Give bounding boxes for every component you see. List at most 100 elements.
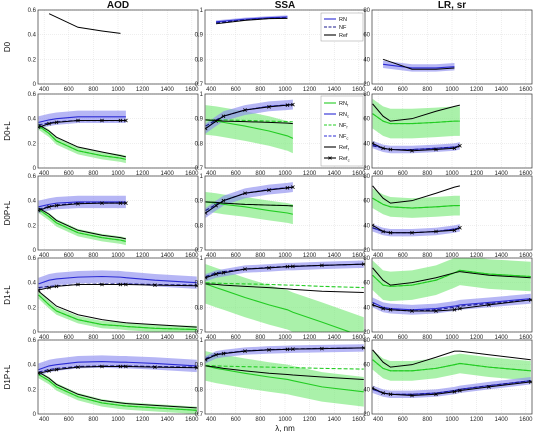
x-tick-label: 1600 bbox=[519, 253, 533, 259]
data-point-marker bbox=[153, 365, 157, 370]
x-tick-label: 1000 bbox=[445, 335, 459, 341]
panel-frame bbox=[37, 93, 199, 169]
column-title: AOD bbox=[107, 0, 129, 11]
x-tick-label: 400 bbox=[206, 417, 217, 423]
legend-label-sub: c bbox=[346, 136, 348, 141]
x-tick-label: 1200 bbox=[136, 417, 150, 423]
plot-area bbox=[382, 58, 455, 72]
y-tick-label: 60 bbox=[363, 199, 370, 205]
y-tick-label: 80 bbox=[363, 8, 370, 14]
plot-area bbox=[372, 98, 462, 154]
data-point-marker bbox=[54, 367, 59, 372]
row-label: D0 bbox=[3, 41, 12, 52]
y-tick-label: 0.9 bbox=[195, 117, 204, 123]
data-point-marker bbox=[243, 349, 247, 353]
uncertainty-band-rn-f bbox=[38, 122, 126, 164]
x-tick-label: 1400 bbox=[495, 253, 509, 259]
x-tick-label: 1000 bbox=[445, 87, 459, 93]
x-tick-label: 1600 bbox=[519, 171, 533, 177]
plot-area bbox=[205, 182, 295, 225]
data-point-marker bbox=[372, 141, 375, 146]
data-point-marker bbox=[290, 347, 295, 352]
data-point-marker bbox=[410, 393, 414, 398]
series-line-rn-c bbox=[383, 63, 455, 69]
legend-label-main: NF bbox=[339, 123, 347, 129]
x-tick-label: 800 bbox=[255, 171, 266, 177]
plot-area bbox=[38, 355, 198, 414]
data-point-marker bbox=[388, 230, 393, 235]
series-line-rn-f bbox=[205, 283, 352, 332]
series-line-nf-f bbox=[205, 282, 364, 289]
series-line-rn-c bbox=[38, 201, 126, 208]
data-point-marker bbox=[434, 147, 438, 152]
y-tick-label: 1 bbox=[200, 8, 204, 14]
x-tick-label: 600 bbox=[398, 253, 409, 259]
data-point-marker bbox=[205, 126, 208, 131]
data-point-marker bbox=[381, 306, 385, 311]
x-tick-label: 1600 bbox=[185, 417, 199, 423]
series-line-ref-f bbox=[38, 207, 126, 240]
plot-area bbox=[38, 110, 128, 164]
legend-label: NFf bbox=[339, 123, 348, 130]
x-tick-label: 400 bbox=[39, 171, 50, 177]
uncertainty-band-rn-f bbox=[38, 291, 197, 332]
x-tick-label: 400 bbox=[206, 335, 217, 341]
data-point-marker bbox=[290, 185, 295, 189]
data-point-marker bbox=[285, 103, 290, 107]
legend-label-main: RN bbox=[339, 112, 347, 118]
y-tick-label: 0.2 bbox=[28, 223, 37, 229]
series-line-nf-f bbox=[372, 197, 460, 209]
y-tick-label: 0.6 bbox=[28, 338, 37, 344]
x-tick-label: 1600 bbox=[352, 87, 366, 93]
series-line-nf-f bbox=[372, 359, 531, 372]
data-point-marker bbox=[452, 146, 457, 151]
x-tick-label: 1000 bbox=[278, 253, 292, 259]
legend-label-sub: f bbox=[346, 125, 348, 130]
data-point-marker bbox=[221, 114, 226, 119]
series-line-nf-f bbox=[38, 125, 127, 160]
series-line-ref-f bbox=[372, 267, 531, 286]
data-point-marker bbox=[267, 188, 271, 192]
x-tick-label: 1000 bbox=[278, 417, 292, 423]
data-point-marker bbox=[214, 203, 218, 208]
x-tick-label: 1200 bbox=[470, 335, 484, 341]
series-line-nf-f bbox=[38, 294, 197, 331]
data-point-marker bbox=[38, 371, 41, 376]
data-point-marker bbox=[118, 201, 123, 206]
data-point-marker bbox=[410, 230, 414, 235]
data-point-marker bbox=[100, 282, 104, 287]
x-tick-label: 1200 bbox=[470, 417, 484, 423]
data-point-marker bbox=[123, 282, 128, 287]
series-line-ref-f bbox=[372, 185, 460, 204]
data-point-marker bbox=[457, 388, 462, 393]
x-tick-label: 1200 bbox=[470, 87, 484, 93]
series-line-ref bbox=[216, 17, 288, 25]
y-tick-label: 0.6 bbox=[28, 8, 37, 14]
y-tick-label: 0.9 bbox=[195, 33, 204, 39]
panel-frame bbox=[371, 257, 533, 333]
row-label: D1+L bbox=[3, 285, 12, 305]
x-tick-label: 800 bbox=[422, 87, 433, 93]
y-tick-label: 20 bbox=[363, 248, 370, 254]
series-line-ref bbox=[382, 58, 455, 70]
y-tick-label: 0.2 bbox=[28, 141, 37, 147]
x-tick-label: 800 bbox=[255, 417, 266, 423]
x-tick-label: 1000 bbox=[278, 335, 292, 341]
data-point-marker bbox=[54, 284, 59, 289]
x-tick-label: 1200 bbox=[136, 335, 150, 341]
data-point-marker bbox=[410, 309, 414, 313]
panel-frame bbox=[37, 257, 199, 333]
x-tick-label: 1200 bbox=[136, 253, 150, 259]
x-tick-label: 1000 bbox=[445, 171, 459, 177]
x-tick-label: 1200 bbox=[303, 87, 317, 93]
data-point-marker bbox=[457, 306, 462, 311]
panel-frame bbox=[204, 339, 366, 415]
